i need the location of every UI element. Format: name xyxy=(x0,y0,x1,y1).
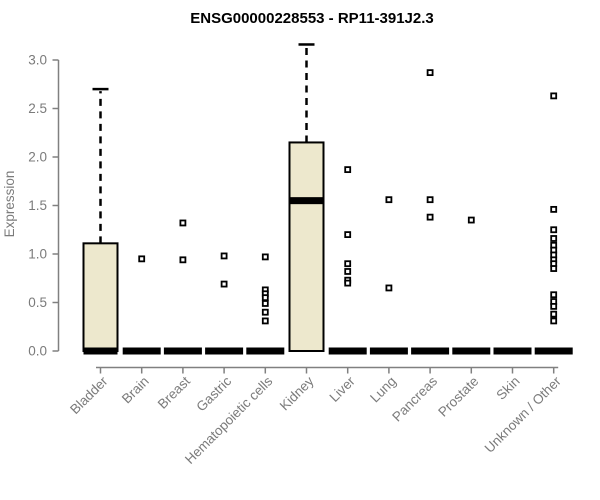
y-tick-label: 2.5 xyxy=(28,101,47,116)
outlier-point-pancreas xyxy=(426,69,434,77)
median-line-liver xyxy=(328,347,367,355)
outlier-point-pancreas xyxy=(426,213,434,221)
outlier-point-hematopoietic-cells xyxy=(261,300,269,307)
outlier-point-unknown-other xyxy=(550,310,558,318)
x-category-label-pancreas: Pancreas xyxy=(389,373,440,424)
outlier-point-gastric xyxy=(220,252,228,260)
outlier-point-unknown-other xyxy=(550,317,558,325)
outlier-point-hematopoietic-cells xyxy=(261,253,269,261)
median-line-hematopoietic-cells xyxy=(246,347,285,355)
outlier-point-lung xyxy=(385,284,393,292)
box-kidney xyxy=(288,141,325,352)
x-category-label-brain: Brain xyxy=(119,374,152,407)
chart-title: ENSG00000228553 - RP11-391J2.3 xyxy=(190,10,434,27)
y-tick-label: 3.0 xyxy=(28,53,47,68)
plot-area: 0.0 0.5 1.0 1.5 2.0 2.5 3.0 Bladder Brain Breast G… xyxy=(28,43,573,467)
median-line-brain xyxy=(122,347,161,355)
outlier-point-liver xyxy=(344,166,352,174)
outlier-point-breast xyxy=(179,219,187,227)
outlier-point-liver xyxy=(344,268,352,275)
outlier-point-lung xyxy=(385,196,393,204)
median-line-pancreas xyxy=(411,347,450,355)
y-tick-label: 2.0 xyxy=(28,150,47,165)
outlier-point-hematopoietic-cells xyxy=(261,317,269,325)
y-axis-title: Expression xyxy=(2,171,17,238)
median-line-skin xyxy=(493,347,532,355)
box-bladder xyxy=(82,242,119,352)
outlier-point-pancreas xyxy=(426,196,434,204)
outlier-point-liver xyxy=(344,260,352,268)
outlier-point-gastric xyxy=(220,280,228,288)
outlier-point-brain xyxy=(138,255,146,263)
y-tick-label: 0.0 xyxy=(28,344,47,359)
outlier-point-unknown-other xyxy=(550,291,558,299)
x-category-label-gastric: Gastric xyxy=(193,373,234,414)
outlier-point-unknown-other xyxy=(550,265,558,272)
outlier-point-liver xyxy=(344,279,352,287)
median-line-unknown-other xyxy=(534,347,573,355)
outlier-point-unknown-other xyxy=(550,235,558,242)
x-category-label-skin: Skin xyxy=(493,374,522,403)
median-line-breast xyxy=(163,347,202,355)
median-line-lung xyxy=(369,347,408,355)
x-category-label-unknown-other: Unknown / Other xyxy=(482,373,565,456)
outlier-point-unknown-other xyxy=(550,226,558,234)
median-line-kidney xyxy=(289,197,324,205)
outlier-point-breast xyxy=(179,256,187,264)
outlier-point-liver xyxy=(344,231,352,239)
y-tick-label: 1.0 xyxy=(28,247,47,262)
x-category-label-breast: Breast xyxy=(155,373,193,411)
outlier-point-hematopoietic-cells xyxy=(261,308,269,316)
x-category-label-kidney: Kidney xyxy=(277,373,317,413)
outlier-point-unknown-other xyxy=(550,92,558,100)
outlier-point-unknown-other xyxy=(550,205,558,213)
x-category-label-prostate: Prostate xyxy=(435,374,481,420)
outlier-point-unknown-other xyxy=(550,302,558,310)
outlier-point-hematopoietic-cells xyxy=(261,294,269,302)
y-tick-label: 1.5 xyxy=(28,198,47,213)
median-line-bladder xyxy=(83,347,118,355)
y-tick-label: 0.5 xyxy=(28,295,47,310)
median-line-gastric xyxy=(205,347,244,355)
outlier-point-prostate xyxy=(467,216,475,224)
x-category-label-lung: Lung xyxy=(367,374,399,406)
x-category-label-bladder: Bladder xyxy=(67,373,111,417)
median-line-prostate xyxy=(452,347,491,355)
x-category-label-liver: Liver xyxy=(327,373,359,405)
